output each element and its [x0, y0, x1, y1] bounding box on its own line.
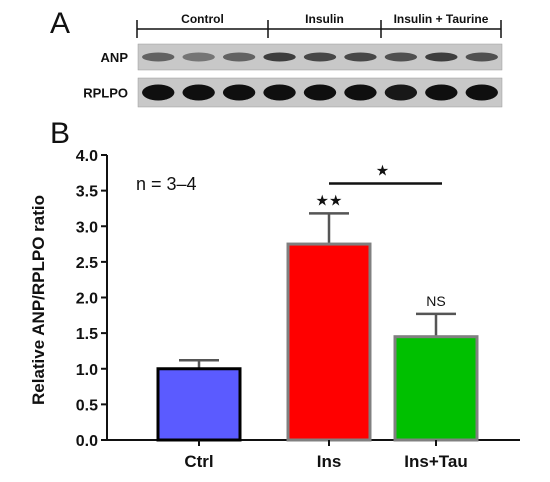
y-tick-label: 0.0: [76, 433, 98, 450]
y-tick-label: 1.5: [76, 326, 98, 343]
blot-label: RPLPO: [83, 86, 128, 101]
blot-label: ANP: [101, 50, 129, 65]
significance-label: NS: [426, 293, 445, 309]
blot-band: [182, 84, 215, 101]
blot-band: [384, 84, 418, 101]
blot-band: [465, 84, 498, 101]
blot-band: [182, 52, 215, 62]
blot-band: [222, 52, 256, 62]
blot-band: [263, 84, 296, 101]
blot-band: [222, 84, 256, 101]
y-tick-label: 4.0: [76, 148, 98, 165]
bar-ins: [286, 242, 372, 442]
blot-band: [425, 52, 458, 62]
comparison-label: ★: [376, 162, 389, 180]
blot-band: [263, 52, 296, 62]
group-label: Insulin: [305, 12, 344, 26]
bar-ctrl: [156, 367, 242, 442]
blot-band: [303, 84, 337, 101]
x-tick-label: Ctrl: [184, 452, 213, 471]
group-label: Control: [181, 12, 224, 26]
blot-band: [425, 84, 458, 101]
n-annotation: n = 3–4: [136, 174, 197, 194]
y-tick-label: 2.0: [76, 291, 98, 308]
blot-band: [303, 52, 337, 62]
blot-group-headers: Control Insulin Insulin + Taurine: [136, 12, 502, 38]
x-tick-label: Ins+Tau: [404, 452, 467, 471]
blot-band: [344, 84, 377, 101]
panel-b-letter: B: [50, 117, 70, 150]
panel-a-letter: A: [50, 7, 70, 40]
y-tick-label: 3.5: [76, 184, 98, 201]
blot-band: [142, 52, 175, 62]
blot-band: [344, 52, 377, 62]
blot-band: [384, 52, 418, 62]
western-blots: ANP RPLPO: [83, 43, 503, 108]
y-tick-label: 0.5: [76, 397, 98, 414]
bar-ins-tau: [393, 335, 479, 442]
y-axis-label: Relative ANP/RPLPO ratio: [29, 195, 48, 405]
blot-band: [465, 52, 498, 62]
blot-band: [142, 84, 175, 101]
bar-chart: 0.0 0.5 1.0 1.5 2.0 2.5 3.0 3.5 4.0 Ctrl Ins ★★ Ins+…: [76, 148, 520, 471]
y-tick-label: 3.0: [76, 219, 98, 236]
y-tick-label: 1.0: [76, 362, 98, 379]
x-tick-label: Ins: [317, 452, 342, 471]
significance-label: ★★: [316, 191, 343, 209]
y-tick-label: 2.5: [76, 255, 98, 272]
group-label: Insulin + Taurine: [394, 12, 489, 26]
